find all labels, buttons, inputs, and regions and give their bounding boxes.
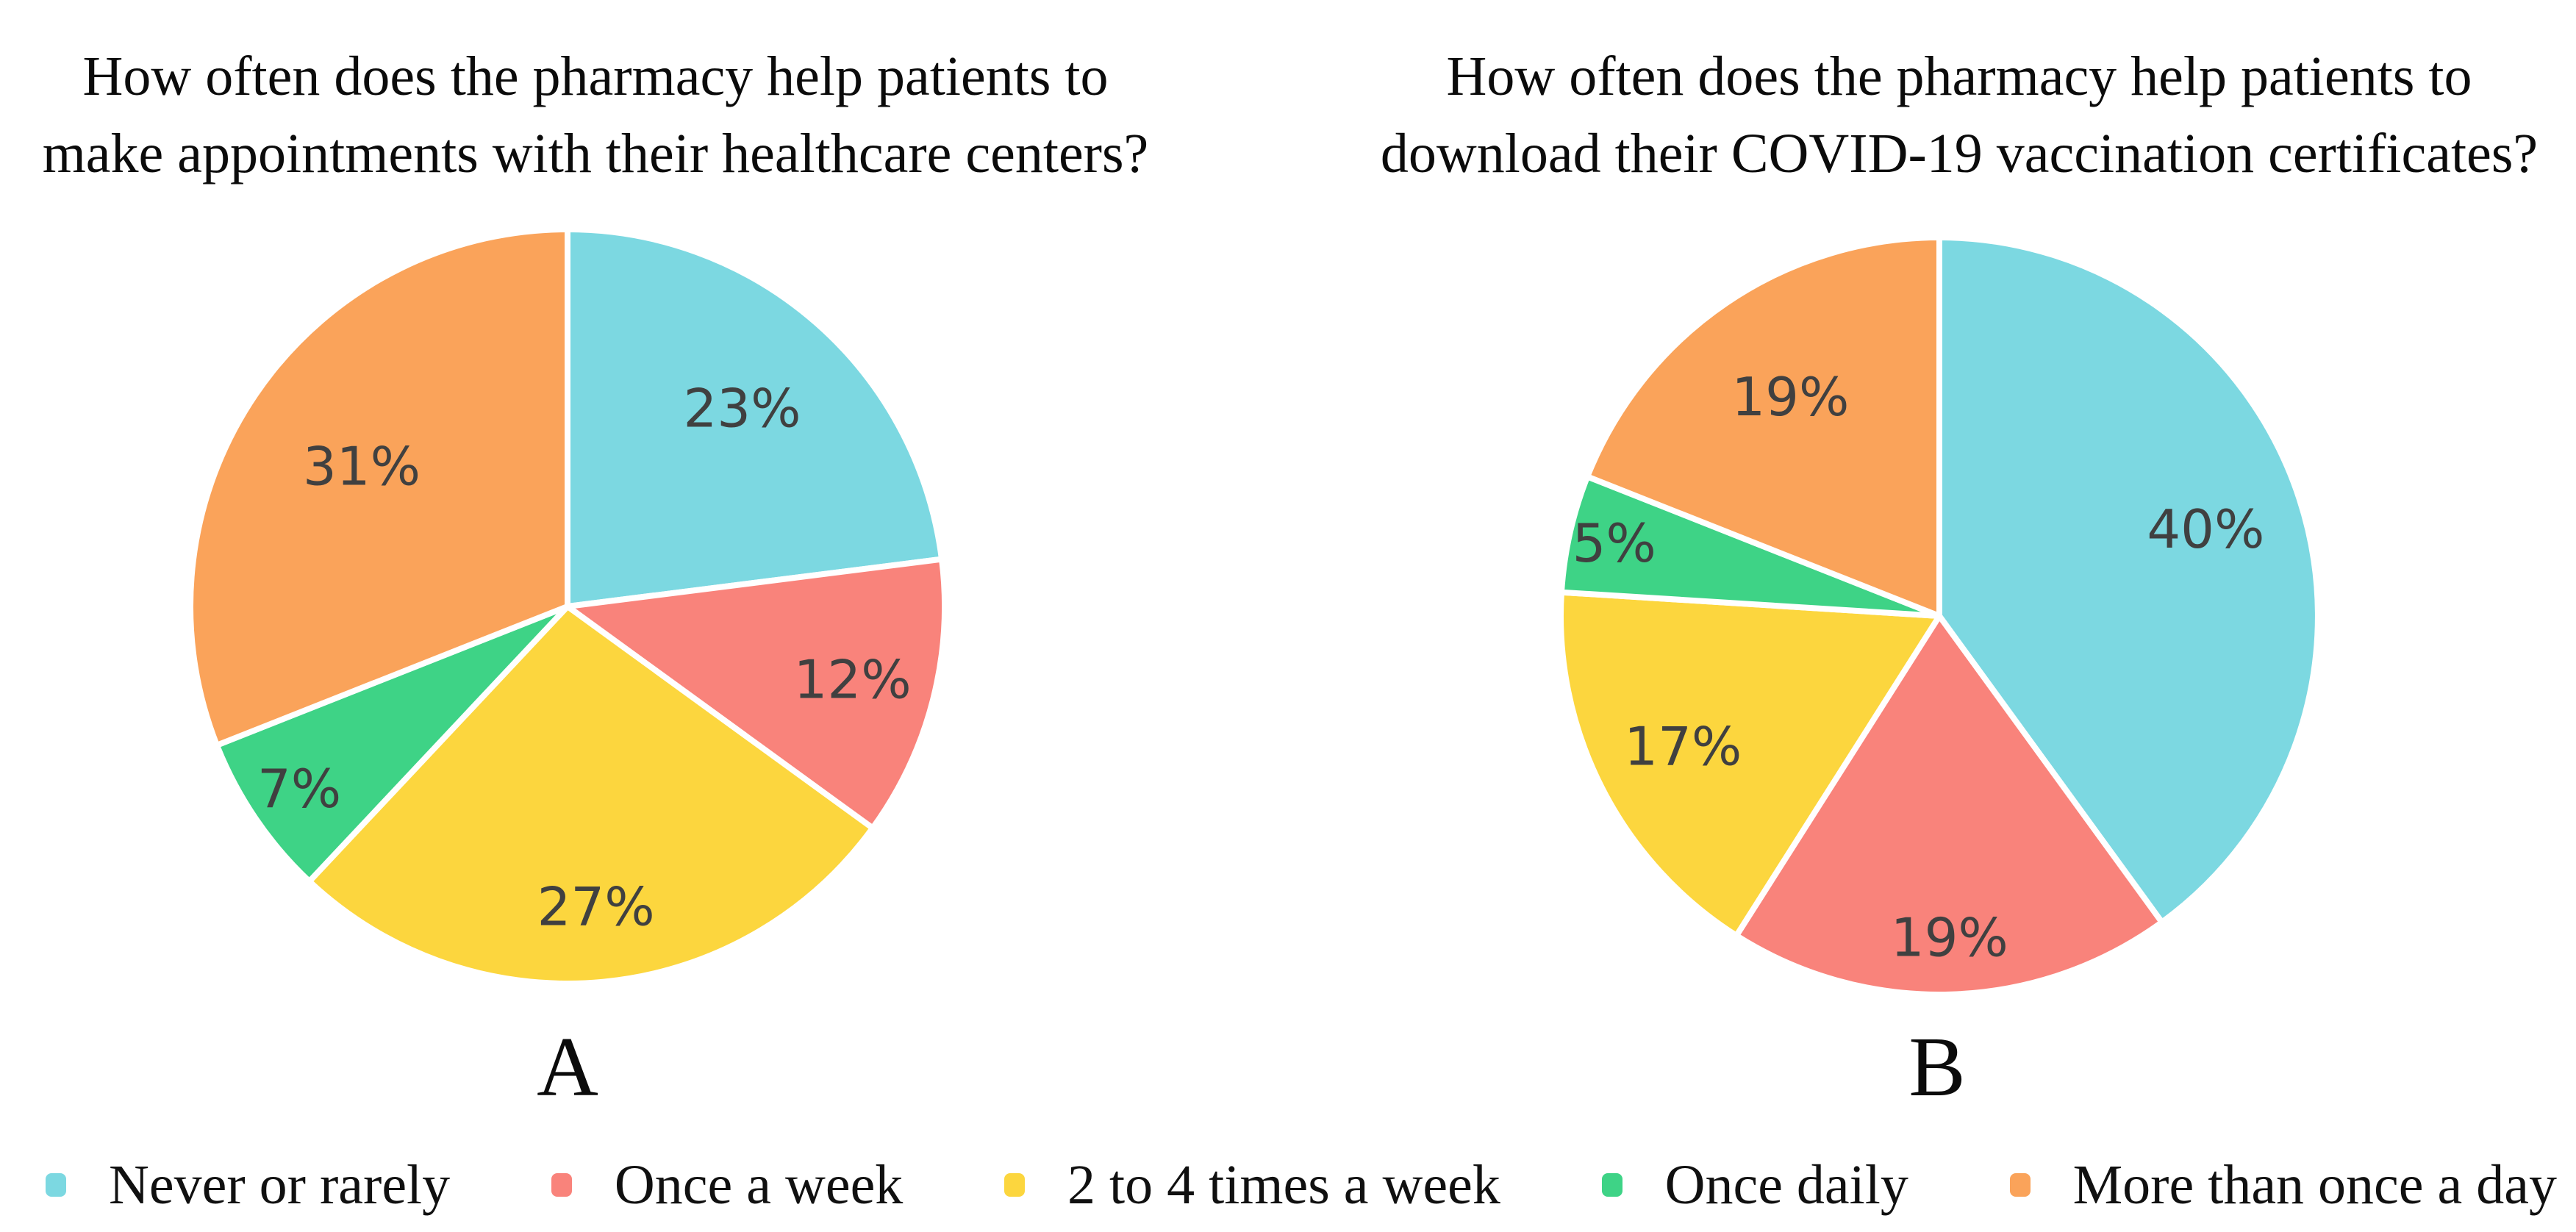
chart-title-b: How often does the pharmacy help patient… <box>1334 38 2576 193</box>
legend-swatch-more-than-once-a-day <box>2009 1173 2031 1197</box>
chart-title-a-line2: make appointments with their healthcare … <box>42 123 1149 185</box>
percent-label-b-never-or-rarely: 40% <box>2147 498 2264 560</box>
legend-label-once-daily: Once daily <box>1664 1153 1908 1216</box>
pie-b-slice-2-to-4-times-a-week <box>1558 589 1942 939</box>
legend-swatch-never-or-rarely <box>46 1173 66 1197</box>
legend-item-once-a-week: Once a week <box>551 1153 903 1217</box>
legend-item-once-daily: Once daily <box>1601 1153 1908 1217</box>
percent-label-b-once-a-week: 19% <box>1891 907 2008 969</box>
legend-swatch-2-to-4-times-a-week <box>1004 1173 1026 1197</box>
percent-label-a-once-daily: 7% <box>257 758 341 820</box>
chart-caption-b: B <box>1908 1020 1966 1114</box>
legend: Never or rarely Once a week 2 to 4 times a… <box>46 1144 2557 1226</box>
percent-label-a-more-than-once-a-day: 31% <box>303 436 421 498</box>
percent-label-a-once-a-week: 12% <box>794 649 912 711</box>
legend-label-more-than-once-a-day: More than once a day <box>2072 1153 2557 1216</box>
chart-title-b-line1: How often does the pharmacy help patient… <box>1446 46 2472 107</box>
pie-chart-b: 40% 19% 17% 5% 19% <box>1558 234 2321 998</box>
pie-a-slice-once-daily <box>214 604 570 884</box>
percent-label-a-2-to-4-times-a-week: 27% <box>537 876 655 938</box>
percent-label-b-more-than-once-a-day: 19% <box>1731 366 1849 428</box>
percent-label-b-2-to-4-times-a-week: 17% <box>1624 716 1742 778</box>
legend-item-never-or-rarely: Never or rarely <box>46 1153 450 1217</box>
pie-b-slice-once-a-week <box>1734 613 2165 998</box>
chart-title-a-line1: How often does the pharmacy help patient… <box>82 46 1109 107</box>
pie-a-slice-2-to-4-times-a-week <box>306 604 876 987</box>
legend-label-never-or-rarely: Never or rarely <box>109 1153 451 1216</box>
pie-chart-a: 23% 12% 27% 7% 31% <box>187 226 948 987</box>
pie-a-slice-more-than-once-a-day <box>187 226 570 748</box>
pie-b-slice-never-or-rarely <box>1936 234 2321 925</box>
percent-label-a-never-or-rarely: 23% <box>683 378 801 440</box>
legend-swatch-once-daily <box>1601 1173 1622 1197</box>
legend-label-2-to-4-times-a-week: 2 to 4 times a week <box>1067 1153 1500 1216</box>
legend-item-2-to-4-times-a-week: 2 to 4 times a week <box>1004 1153 1500 1217</box>
chart-title-a: How often does the pharmacy help patient… <box>0 38 1191 193</box>
legend-item-more-than-once-a-day: More than once a day <box>2009 1153 2557 1217</box>
legend-label-once-a-week: Once a week <box>614 1153 904 1216</box>
pie-b-slice-more-than-once-a-day <box>1584 234 1942 619</box>
pie-a-slice-never-or-rarely <box>565 226 945 609</box>
chart-caption-a: A <box>537 1020 598 1114</box>
percent-label-b-once-daily: 5% <box>1573 512 1656 574</box>
legend-swatch-once-a-week <box>551 1173 572 1197</box>
chart-title-b-line2: download their COVID-19 vaccination cert… <box>1380 123 2539 185</box>
pie-a-slice-once-a-week <box>565 556 948 831</box>
